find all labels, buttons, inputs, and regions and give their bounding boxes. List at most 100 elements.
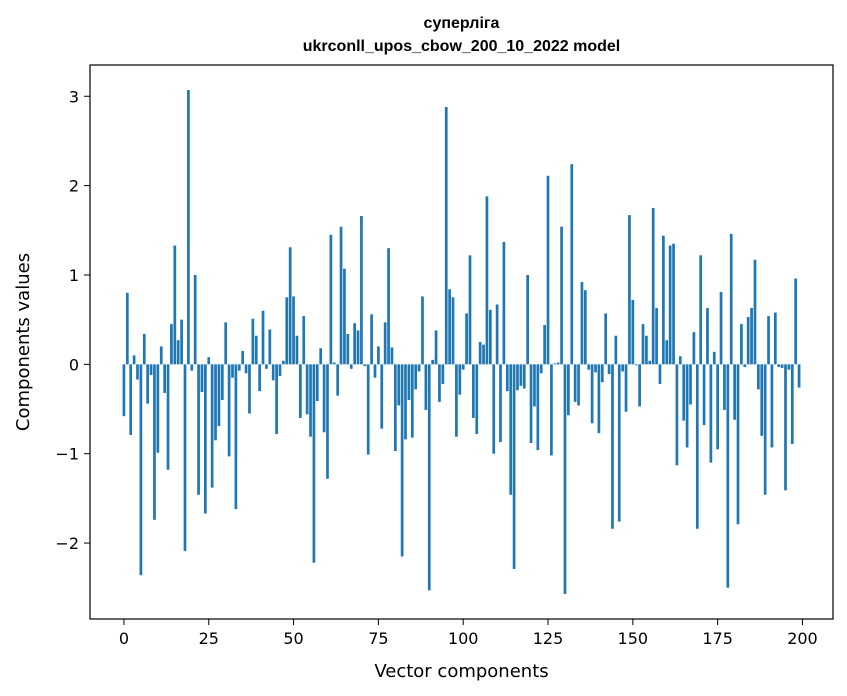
bar-167 (689, 364, 692, 405)
bar-152 (638, 364, 641, 407)
x-tick-label: 175 (702, 629, 733, 648)
bar-79 (390, 347, 394, 365)
y-tick-label: −1 (55, 445, 79, 464)
bar-6 (142, 333, 146, 365)
bar-34 (237, 364, 241, 371)
bar-176 (719, 291, 723, 365)
bar-11 (159, 346, 163, 365)
x-axis-ticks: 0 25 50 75 100 125 150 175 200 (119, 619, 818, 648)
bar-195 (784, 364, 787, 491)
y-tick-label: 1 (69, 266, 79, 285)
bar-30 (224, 322, 228, 365)
chart-title-line1: суперліга (424, 15, 500, 32)
bar-128 (556, 362, 560, 365)
bar-107 (485, 196, 489, 365)
bar-92 (434, 330, 438, 365)
bar-52 (298, 364, 302, 418)
bar-132 (570, 164, 574, 365)
bar-120 (529, 364, 533, 443)
bar-12 (163, 364, 166, 393)
bar-108 (488, 309, 492, 365)
bar-118 (522, 364, 526, 389)
bar-38 (251, 318, 255, 365)
bar-36 (244, 364, 248, 374)
x-tick-label: 100 (448, 629, 479, 648)
bar-8 (149, 364, 153, 376)
bar-144 (611, 364, 614, 529)
bar-98 (455, 364, 458, 437)
bar-75 (377, 346, 380, 365)
bar-90 (427, 364, 431, 591)
bar-16 (176, 340, 180, 365)
bar-179 (729, 233, 733, 365)
bar-169 (695, 364, 699, 529)
bar-39 (254, 335, 258, 365)
bar-95 (444, 106, 448, 365)
x-tick-label: 0 (119, 629, 129, 648)
bar-66 (346, 333, 350, 365)
x-tick-label: 25 (199, 629, 219, 648)
bar-27 (214, 364, 217, 441)
y-tick-label: 3 (69, 87, 79, 106)
bar-35 (241, 350, 245, 365)
bar-21 (193, 274, 197, 365)
bar-93 (438, 364, 441, 402)
x-tick-label: 150 (618, 629, 649, 648)
bar-119 (526, 274, 530, 365)
bar-49 (288, 247, 292, 365)
bar-114 (509, 364, 513, 495)
chart-title-line2: ukrconll_upos_cbow_200_10_2022 model (303, 38, 620, 55)
bar-70 (360, 216, 363, 365)
bar-148 (624, 364, 628, 412)
y-tick-label: 2 (69, 177, 79, 196)
bar-113 (505, 364, 509, 392)
bar-104 (475, 364, 479, 435)
bar-14 (170, 324, 173, 365)
bar-82 (400, 364, 404, 557)
bar-164 (678, 356, 682, 365)
bar-165 (682, 364, 686, 421)
bar-46 (278, 364, 282, 376)
bar-182 (740, 324, 743, 365)
y-tick-label: −2 (55, 534, 79, 553)
bar-178 (726, 364, 730, 588)
bar-159 (662, 235, 665, 365)
bar-33 (234, 364, 238, 510)
bar-122 (536, 364, 540, 451)
bar-175 (716, 364, 720, 450)
bar-84 (407, 364, 411, 401)
bar-24 (203, 364, 207, 514)
bar-154 (645, 335, 648, 365)
bar-96 (448, 289, 451, 365)
bar-189 (763, 364, 767, 495)
bar-40 (258, 364, 261, 392)
bar-31 (227, 364, 231, 457)
bar-53 (302, 316, 306, 365)
bar-57 (315, 364, 319, 401)
bar-188 (760, 364, 764, 436)
bar-105 (478, 342, 482, 365)
bar-180 (733, 364, 736, 420)
bar-126 (550, 364, 553, 456)
bar-76 (380, 364, 384, 429)
bar-157 (655, 308, 658, 365)
bar-32 (231, 364, 234, 378)
bar-99 (458, 364, 462, 395)
bar-47 (282, 360, 285, 365)
bar-110 (495, 304, 499, 365)
bar-116 (516, 364, 519, 391)
bar-1 (125, 292, 129, 365)
bar-173 (709, 364, 713, 463)
bar-29 (220, 364, 224, 401)
bar-131 (567, 364, 570, 416)
bar-56 (312, 364, 316, 563)
bar-199 (797, 364, 801, 388)
bar-88 (421, 296, 424, 365)
bar-142 (604, 313, 608, 365)
x-tick-label: 200 (787, 629, 818, 648)
bar-186 (753, 259, 757, 365)
x-tick-label: 125 (533, 629, 564, 648)
bar-59 (322, 364, 326, 433)
bar-135 (580, 282, 584, 365)
